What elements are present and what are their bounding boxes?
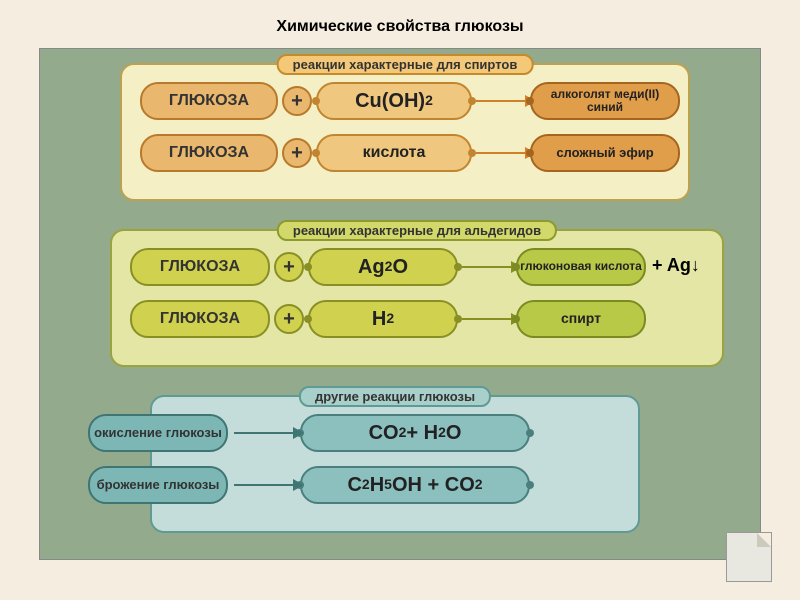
arrow-icon <box>234 484 294 486</box>
section-2: другие реакции глюкозыокисление глюкозыC… <box>150 395 640 533</box>
reagent-pill: брожение глюкозы <box>88 466 228 504</box>
section-header: реакции характерные для спиртов <box>277 54 534 75</box>
reagent-pill: Cu(OH)2 <box>316 82 472 120</box>
connector-dot <box>454 315 462 323</box>
connector-dot <box>468 97 476 105</box>
diagram-canvas: реакции характерные для спиртовГЛЮКОЗА+C… <box>39 48 761 560</box>
arrow-head-icon <box>293 479 304 491</box>
reagent-pill: ГЛЮКОЗА <box>140 134 278 172</box>
connector-dot <box>526 481 534 489</box>
plus-icon: + <box>274 304 304 334</box>
section-0: реакции характерные для спиртовГЛЮКОЗА+C… <box>120 63 690 201</box>
plus-icon: + <box>282 86 312 116</box>
extra-text: + Ag↓ <box>652 255 700 276</box>
connector-dot <box>526 97 534 105</box>
reagent-pill: кислота <box>316 134 472 172</box>
connector-dot <box>312 97 320 105</box>
connector-dot <box>454 263 462 271</box>
connector-dot <box>526 149 534 157</box>
arrow-head-icon <box>293 427 304 439</box>
reagent-pill: ГЛЮКОЗА <box>140 82 278 120</box>
connector-dot <box>512 263 520 271</box>
arrow-icon <box>476 100 526 102</box>
arrow-icon <box>476 152 526 154</box>
section-header: другие реакции глюкозы <box>299 386 491 407</box>
reagent-pill: ГЛЮКОЗА <box>130 300 270 338</box>
connector-dot <box>312 149 320 157</box>
plus-icon: + <box>274 252 304 282</box>
reagent-pill: H2 <box>308 300 458 338</box>
reagent-pill: C2H5OH + CO2 <box>300 466 530 504</box>
page-corner-icon <box>726 532 772 582</box>
arrow-icon <box>462 266 512 268</box>
connector-dot <box>468 149 476 157</box>
product-pill: сложный эфир <box>530 134 680 172</box>
reagent-pill: Ag2O <box>308 248 458 286</box>
reagent-pill: ГЛЮКОЗА <box>130 248 270 286</box>
product-pill: глюконовая кислота <box>516 248 646 286</box>
reagent-pill: окисление глюкозы <box>88 414 228 452</box>
connector-dot <box>304 263 312 271</box>
section-header: реакции характерные для альдегидов <box>277 220 557 241</box>
connector-dot <box>512 315 520 323</box>
connector-dot <box>304 315 312 323</box>
plus-icon: + <box>282 138 312 168</box>
connector-dot <box>526 429 534 437</box>
reagent-pill: CO2 + H2O <box>300 414 530 452</box>
section-1: реакции характерные для альдегидовГЛЮКОЗ… <box>110 229 724 367</box>
product-pill: спирт <box>516 300 646 338</box>
arrow-icon <box>462 318 512 320</box>
product-pill: алкоголят меди(II) синий <box>530 82 680 120</box>
arrow-icon <box>234 432 294 434</box>
page-title: Химические свойства глюкозы <box>0 0 800 48</box>
